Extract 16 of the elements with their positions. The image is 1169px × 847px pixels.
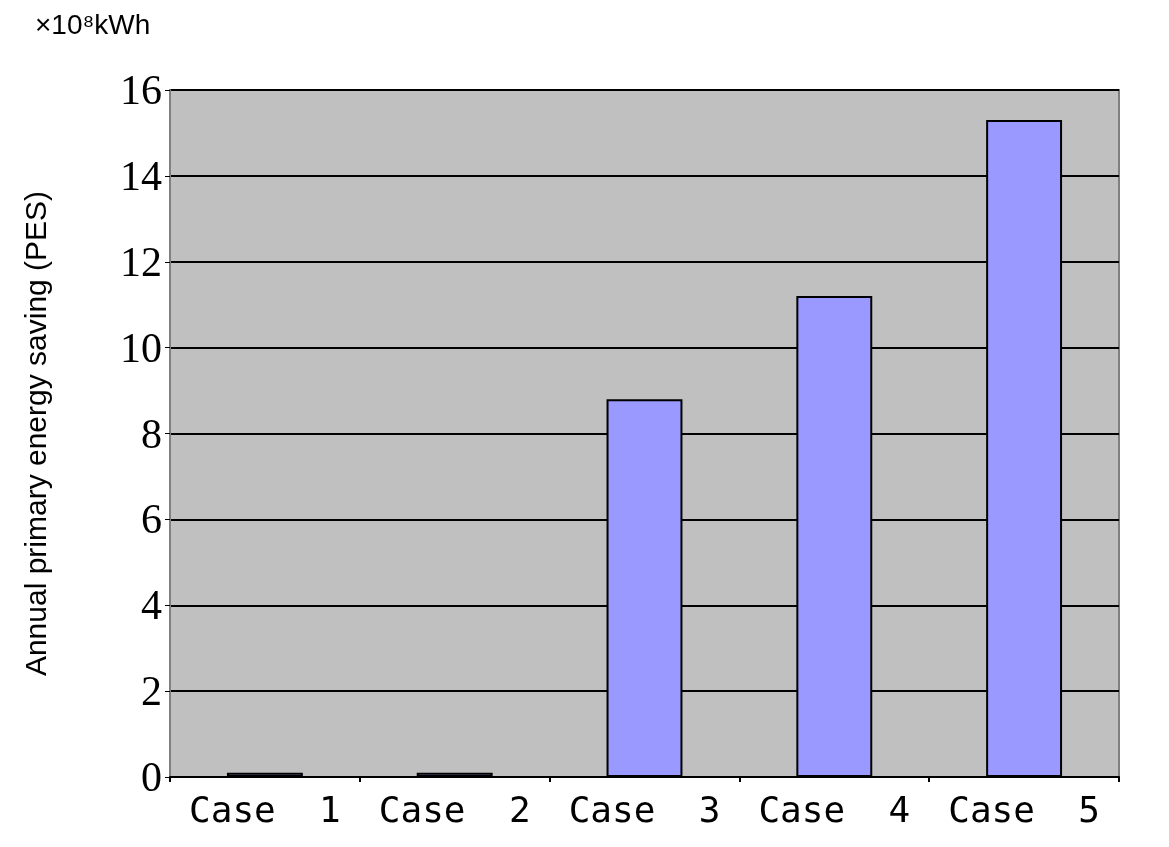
x-tick-label: Case 5 xyxy=(948,788,1100,830)
y-tick-label: 2 xyxy=(141,668,162,715)
x-tick-label: Case 3 xyxy=(568,788,721,830)
y-tick-label: 12 xyxy=(120,238,162,285)
y-tick-label: 4 xyxy=(141,582,162,629)
x-tick-label: Case 1 xyxy=(189,788,341,830)
y-tick-label: 14 xyxy=(120,152,162,199)
y-tick-label: 8 xyxy=(141,410,162,457)
y-tick-label: 10 xyxy=(120,324,162,371)
y-tick-label: 0 xyxy=(141,754,162,800)
y-axis-title: Annual primary energy saving (PES) xyxy=(18,190,52,677)
y-tick-label: 16 xyxy=(120,67,162,113)
x-tick-label: Case 4 xyxy=(758,788,911,830)
y-tick-label: 6 xyxy=(141,496,162,543)
x-tick-label: Case 2 xyxy=(378,788,531,830)
text: ×10⁸kWh xyxy=(35,8,151,40)
